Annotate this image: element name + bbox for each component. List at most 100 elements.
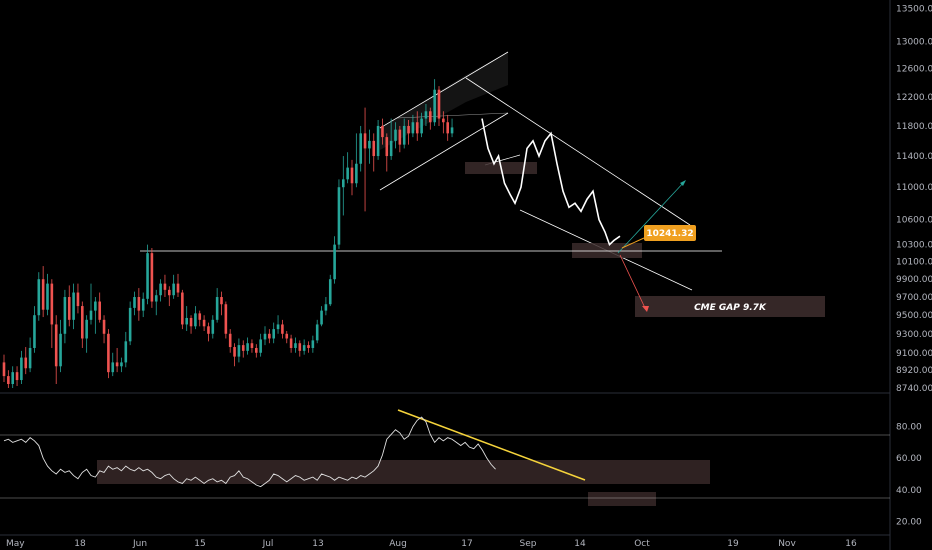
candle-body [59,333,62,367]
candle-body [168,289,171,296]
candle-body [437,89,441,119]
time-tick-label: Aug [389,539,407,549]
price-tick-label: 11000.00 [896,183,932,193]
candle-body [424,111,428,119]
candle-body [41,279,45,310]
candle-body [311,340,315,348]
candle-body [72,292,75,320]
candle-body [255,347,258,353]
candle-body [281,324,284,334]
price-tick-label: 12600.00 [896,65,932,75]
label-pointer [621,237,645,249]
price-tick-label: 10600.00 [896,216,932,226]
candle-body [302,345,306,351]
candle-body [67,297,71,320]
candle-body [215,297,219,320]
time-axis: May 18 Jun 15 Jul 13 Aug 17 Sep 14 Oct 19 Nov 16 [6,539,857,549]
candle-body [207,326,210,334]
candle-body [324,304,328,311]
candle-body [189,317,193,327]
candle-body [346,167,349,180]
candle-body [111,362,115,373]
candle-body [115,362,119,367]
candle-body [176,283,180,293]
price-tick-label: 10300.00 [896,241,932,251]
candle-body [285,333,289,339]
candle-body [407,125,410,134]
candle-body [342,179,345,188]
rising-channel-bottom[interactable] [379,112,509,191]
time-tick-label: 16 [845,539,857,549]
candle-body [7,376,10,385]
candle-body [81,306,84,339]
time-tick-label: 18 [74,539,86,549]
time-tick-label: 15 [194,539,205,549]
candle-body [237,345,241,357]
down-arrow-head [642,306,649,312]
rsi-zone-1[interactable] [97,460,710,484]
candle-body [185,317,188,325]
candle-body [181,292,184,325]
candle-body [150,253,154,302]
price-axis: 13500.00 13000.00 12600.00 12200.00 11800.00… [896,4,932,394]
candle-body [307,345,310,348]
candle-body [146,253,149,299]
candle-body [37,279,41,316]
candle-body [398,129,402,145]
rsi-zone-2[interactable] [588,492,656,506]
price-label-box[interactable] [644,225,696,241]
candle-body [202,319,206,327]
candle-body [259,339,262,353]
candle-body [337,187,341,245]
rsi-axis: 80.00 60.00 40.00 20.00 [896,423,922,528]
candles-group [2,79,454,389]
candle-body [328,279,332,305]
descending-channel-top[interactable] [465,77,691,226]
time-tick-label: Jul [262,539,274,549]
candle-body [263,333,267,340]
cme-gap-box[interactable] [635,296,825,317]
candle-body [133,297,136,308]
rsi-tick-label: 60.00 [896,454,922,464]
candle-body [394,129,397,141]
time-tick-label: 13 [312,539,323,549]
price-tick-label: 11400.00 [896,152,932,162]
candle-body [63,297,67,334]
candle-body [289,338,293,348]
candle-body [268,333,271,339]
candle-body [350,167,354,184]
rsi-drawings [0,409,890,506]
candle-body [159,283,162,296]
candle-body [333,244,336,280]
candle-body [224,304,228,334]
rsi-line [3,416,496,488]
candle-body [233,347,236,357]
time-tick-label: Oct [634,539,650,549]
candle-body [450,127,454,134]
candle-body [107,333,110,373]
candle-body [46,283,49,310]
rising-channel-top[interactable] [379,51,509,129]
candle-body [411,122,415,134]
candle-body [163,283,167,290]
candle-body [276,324,280,330]
rising-channel-mid[interactable] [396,112,509,119]
candle-body [137,297,141,311]
candle-body [98,301,101,320]
price-tick-label: 13500.00 [896,4,932,14]
candle-body [376,125,380,157]
price-tick-label: 11800.00 [896,122,932,132]
candle-body [368,140,371,149]
candle-body [94,301,97,311]
support-zone-2[interactable] [572,243,642,258]
candle-body [385,137,389,157]
rsi-divergence-line[interactable] [397,409,586,481]
candle-body [89,310,93,320]
projection-group [481,118,621,247]
candle-body [54,324,58,367]
candle-body [363,133,367,149]
candle-body [85,319,88,339]
rsi-tick-label: 20.00 [896,517,922,527]
candle-body [446,122,449,134]
